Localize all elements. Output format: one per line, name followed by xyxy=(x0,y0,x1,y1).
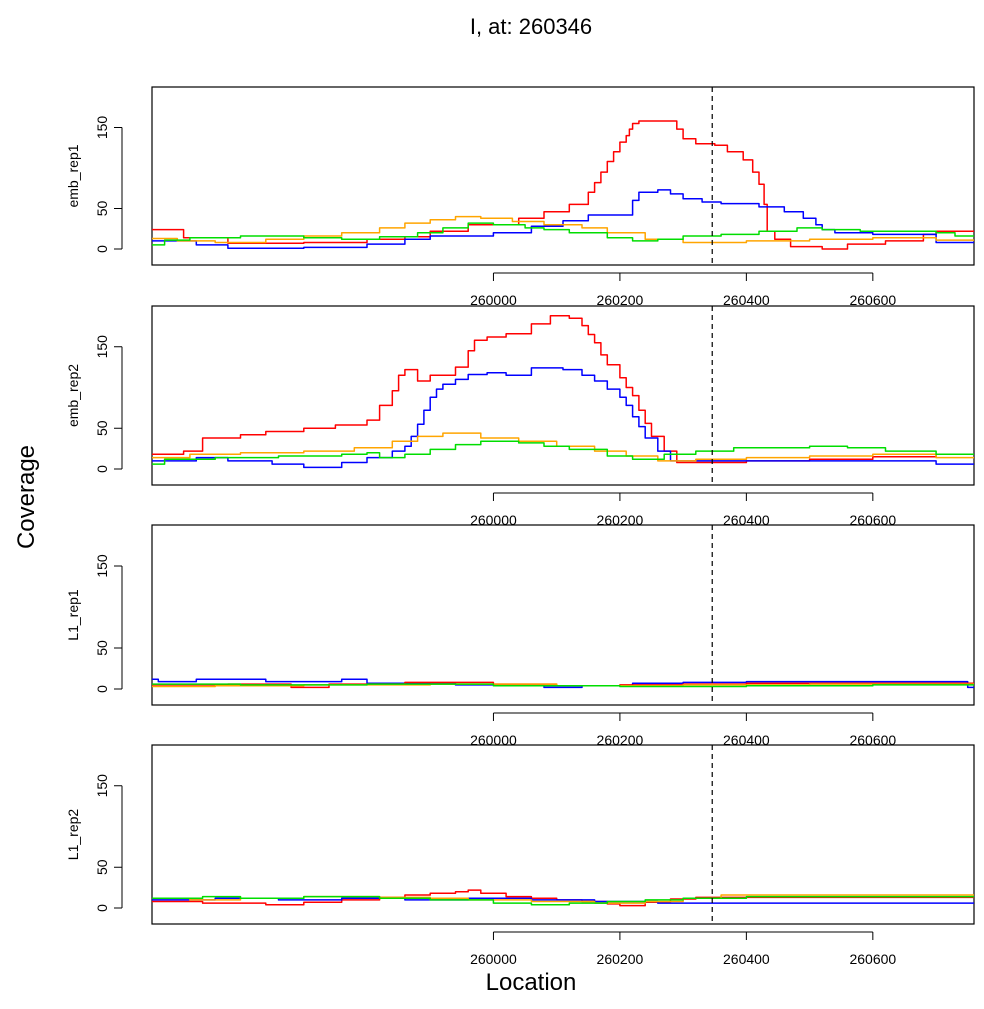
y-tick-label: 150 xyxy=(94,116,110,140)
panel-L1_rep1: 0 50 150 L1_rep1 260000 260200 260400 260600 xyxy=(65,524,975,748)
x-tick-label: 260000 xyxy=(470,512,517,528)
panel-frame xyxy=(151,524,975,706)
x-tick-label: 260600 xyxy=(849,512,896,528)
series-line xyxy=(152,189,974,249)
series-line xyxy=(152,315,974,464)
x-tick-label: 260000 xyxy=(470,951,517,967)
y-tick-label: 0 xyxy=(94,904,110,912)
panels-group: 0 50 150 emb_rep1 260000 260200 260400 260600 0 5… xyxy=(65,86,975,967)
y-tick-label: 50 xyxy=(94,420,110,436)
x-tick-label: 260400 xyxy=(723,292,770,308)
x-axis-title: Location xyxy=(486,969,577,996)
x-tick-label: 260200 xyxy=(597,292,644,308)
x-tick-label: 260600 xyxy=(849,732,896,748)
y-axis-title: Coverage xyxy=(13,445,40,549)
series-line xyxy=(152,889,974,907)
y-tick-label: 150 xyxy=(94,774,110,798)
panel-emb_rep1: 0 50 150 emb_rep1 260000 260200 260400 260600 xyxy=(65,86,975,308)
panel-frame xyxy=(151,86,975,266)
panel-frame xyxy=(151,305,975,486)
x-tick-label: 260200 xyxy=(597,951,644,967)
x-tick-label: 260400 xyxy=(723,512,770,528)
y-tick-label: 150 xyxy=(94,554,110,578)
series-line xyxy=(152,432,974,462)
y-tick-label: 50 xyxy=(94,201,110,217)
series-line xyxy=(152,367,974,469)
y-tick-label: 50 xyxy=(94,640,110,656)
series-line xyxy=(152,440,974,465)
y-tick-label: 0 xyxy=(94,245,110,253)
panel-frame xyxy=(151,744,975,925)
panel-label: emb_rep1 xyxy=(65,144,81,207)
x-tick-label: 260600 xyxy=(849,951,896,967)
series-line xyxy=(152,222,974,246)
x-tick-label: 260000 xyxy=(470,292,517,308)
x-tick-label: 260200 xyxy=(597,512,644,528)
x-tick-label: 260400 xyxy=(723,951,770,967)
series-line xyxy=(152,120,974,250)
panel-L1_rep2: 0 50 150 L1_rep2 260000 260200 260400 260600 xyxy=(65,744,975,967)
panel-label: L1_rep1 xyxy=(65,589,81,641)
panel-label: L1_rep2 xyxy=(65,809,81,861)
series-line xyxy=(152,215,974,244)
x-tick-label: 260000 xyxy=(470,732,517,748)
y-tick-label: 150 xyxy=(94,335,110,359)
panel-emb_rep2: 0 50 150 emb_rep2 260000 260200 260400 260600 xyxy=(65,305,975,528)
y-tick-label: 50 xyxy=(94,859,110,875)
x-tick-label: 260400 xyxy=(723,732,770,748)
x-tick-label: 260600 xyxy=(849,292,896,308)
series-line xyxy=(152,683,974,688)
series-line xyxy=(152,895,974,906)
y-tick-label: 0 xyxy=(94,685,110,693)
x-tick-label: 260200 xyxy=(597,732,644,748)
panel-label: emb_rep2 xyxy=(65,364,81,427)
y-tick-label: 0 xyxy=(94,465,110,473)
chart-title: I, at: 260346 xyxy=(470,14,592,39)
series-line xyxy=(152,678,974,689)
